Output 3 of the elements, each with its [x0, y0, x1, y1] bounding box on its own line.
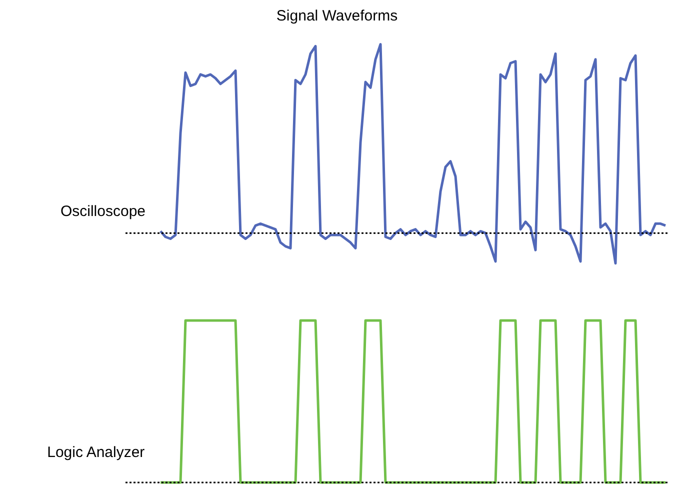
series-label: Logic Analyzer — [47, 444, 145, 462]
series-label: Oscilloscope — [60, 202, 146, 220]
chart-title: Signal Waveforms — [276, 8, 398, 24]
